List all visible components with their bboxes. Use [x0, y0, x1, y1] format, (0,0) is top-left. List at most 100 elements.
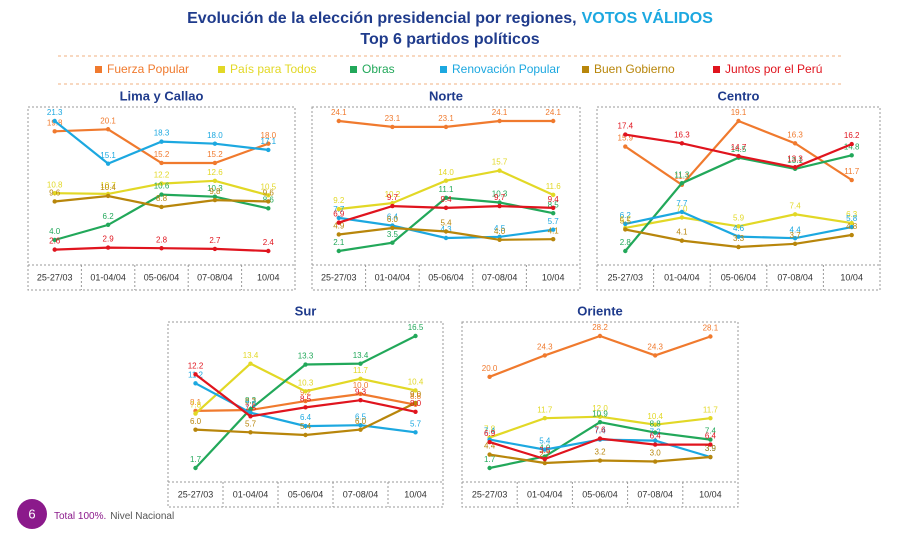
data-point [597, 333, 603, 339]
data-point [792, 241, 798, 247]
data-point [653, 422, 658, 427]
data-label: 9.6 [263, 189, 275, 198]
data-point [193, 465, 198, 471]
data-label: 6.9 [333, 210, 345, 219]
data-label: 16.2 [844, 131, 860, 140]
data-label: 10.4 [408, 378, 424, 387]
data-point [487, 439, 492, 445]
data-point [792, 236, 798, 241]
x-tick-label: 07-08/04 [637, 489, 673, 499]
data-point [849, 224, 854, 230]
data-point [497, 203, 502, 209]
data-label: 15.1 [100, 151, 116, 160]
chart-frame [27, 106, 296, 291]
data-label: 12.6 [207, 168, 223, 177]
data-point [487, 452, 492, 457]
data-label: 16.3 [674, 130, 690, 139]
data-point [497, 118, 502, 124]
x-tick-label: 25-27/03 [37, 272, 73, 282]
data-label: 4.0 [494, 227, 506, 236]
data-label: 13.4 [353, 351, 369, 360]
data-label: 15.9 [618, 134, 634, 143]
data-point [358, 398, 363, 403]
x-tick-label: 01-04/04 [90, 272, 126, 282]
data-point [623, 144, 628, 149]
data-point [497, 168, 502, 173]
data-point [105, 193, 111, 199]
data-label: 6.3 [846, 210, 858, 219]
x-tick-label: 01-04/04 [233, 489, 269, 499]
data-label: 6.4 [300, 413, 312, 422]
data-point [336, 248, 341, 254]
data-point [52, 237, 57, 243]
legend-label: País para Todos [230, 62, 317, 76]
data-point [679, 141, 685, 146]
data-point [792, 141, 798, 146]
data-point [303, 389, 308, 394]
data-label: 3.3 [733, 234, 745, 243]
data-point [159, 192, 164, 197]
data-label: 6.9 [484, 429, 496, 438]
data-point [266, 147, 271, 153]
data-label: 9.4 [440, 195, 452, 204]
data-point [653, 438, 658, 443]
data-point [390, 203, 395, 209]
data-label: 9.6 [49, 189, 61, 198]
legend-swatch [95, 66, 102, 73]
data-point [159, 160, 164, 166]
data-point [212, 197, 218, 203]
data-label: 2.8 [156, 235, 168, 244]
data-point [248, 414, 253, 419]
x-tick-label: 10/04 [257, 272, 280, 282]
chart-frame [167, 321, 444, 508]
legend-label: Buen Gobierno [594, 62, 675, 76]
data-label: 1.7 [484, 455, 496, 464]
data-label: 8.1 [190, 398, 202, 407]
data-label: 9.7 [387, 193, 399, 202]
data-point [597, 458, 603, 463]
chart-frame [461, 321, 739, 508]
legend-label: Juntos por el Perú [725, 62, 822, 76]
data-label: 23.1 [438, 114, 454, 123]
data-label: 3.0 [650, 449, 662, 458]
data-label: 11.7 [844, 167, 860, 176]
data-point [303, 362, 308, 367]
data-label: 5.8 [846, 214, 858, 223]
data-point [849, 220, 854, 226]
data-point [792, 165, 798, 170]
footnote-scope: Nivel Nacional [110, 511, 174, 522]
data-label: 6.4 [705, 432, 717, 441]
data-label: 3.5 [387, 230, 399, 239]
data-label: 5.4 [440, 219, 452, 228]
data-label: 8.0 [410, 399, 422, 408]
data-label: 8.8 [650, 420, 662, 429]
data-label: 15.7 [492, 158, 508, 167]
data-label: 21.3 [47, 108, 63, 117]
x-tick-label: 05-06/04 [288, 489, 324, 499]
data-point [212, 160, 218, 166]
data-point [443, 235, 449, 241]
data-point [336, 206, 341, 212]
data-point [212, 141, 218, 146]
data-point [413, 388, 418, 393]
data-point [443, 124, 449, 130]
data-label: 2.6 [49, 237, 61, 246]
chart-title: Sur [295, 303, 317, 318]
footnote-total: Total 100%. [54, 511, 106, 522]
chart-title: Oriente [577, 303, 623, 318]
data-label: 8.2 [245, 397, 257, 406]
data-point [212, 194, 218, 199]
data-point [497, 200, 502, 205]
x-tick-label: 10/04 [404, 489, 427, 499]
data-label: 24.1 [331, 108, 347, 117]
data-label: 5.7 [245, 419, 257, 428]
data-point [623, 132, 628, 137]
data-point [679, 215, 685, 220]
x-tick-label: 07-08/04 [197, 272, 233, 282]
data-label: 13.1 [787, 156, 803, 165]
data-label: 24.3 [647, 343, 663, 352]
data-label: 7.7 [333, 205, 345, 214]
data-point [336, 118, 341, 124]
data-label: 28.2 [592, 323, 608, 332]
